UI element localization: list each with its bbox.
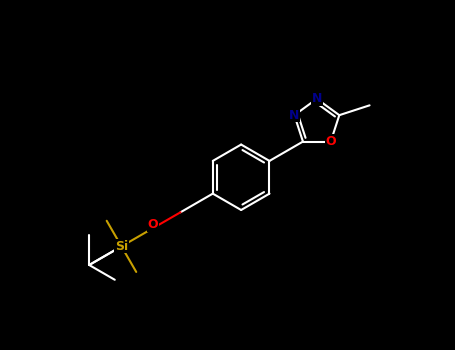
Text: Si: Si xyxy=(115,240,128,253)
Text: O: O xyxy=(147,218,158,231)
Text: N: N xyxy=(289,108,299,122)
Text: O: O xyxy=(325,135,336,148)
Text: N: N xyxy=(312,92,322,105)
